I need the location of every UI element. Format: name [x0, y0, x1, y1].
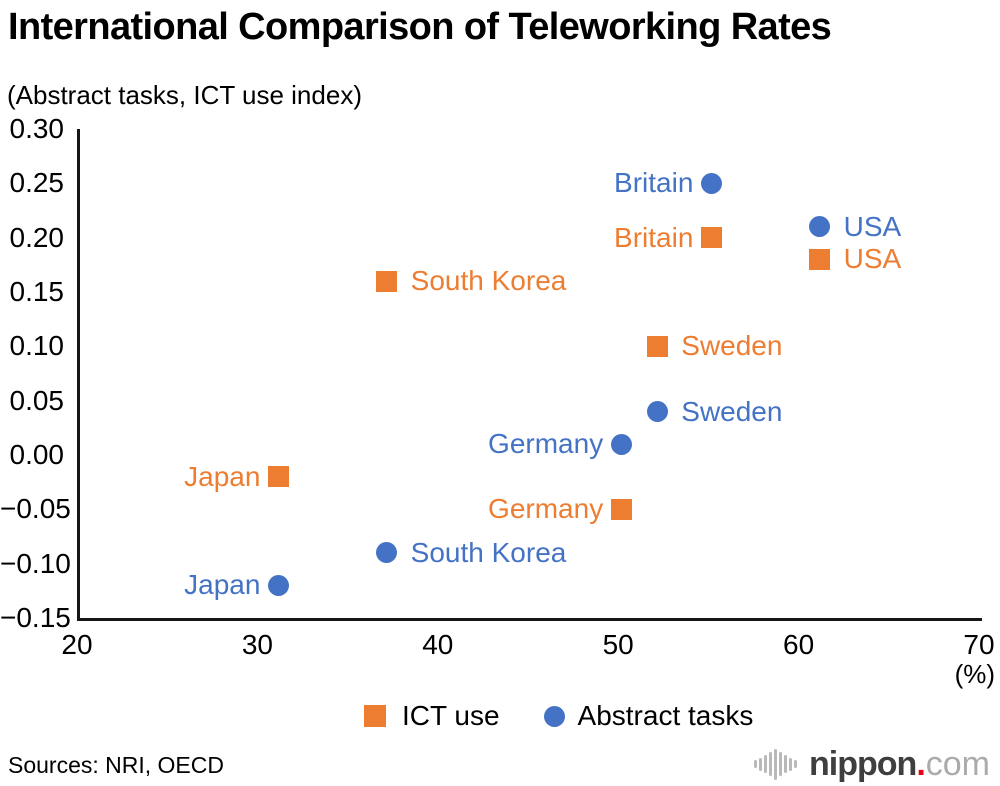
data-point-circle: [610, 433, 632, 455]
y-tick-label: 0.15: [9, 276, 65, 307]
y-tick-label: −0.05: [0, 493, 71, 525]
logo-wordmark: nippon: [809, 744, 917, 783]
page-title: International Comparison of Teleworking …: [8, 6, 832, 48]
data-point-label: Britain: [614, 167, 694, 199]
data-point-label: Germany: [488, 428, 604, 460]
data-point-label: USA: [843, 210, 902, 242]
data-point-square: [267, 466, 289, 488]
plot-area: Japan South Korea Germany Sweden Britain USA J…: [77, 129, 982, 621]
data-point-label: Japan: [184, 569, 261, 601]
legend-square-swatch: [364, 705, 386, 727]
y-tick-label: 0.20: [9, 221, 65, 253]
y-tick-label: −0.15: [0, 602, 71, 633]
data-point-circle: [809, 216, 831, 238]
legend-circle-swatch: [543, 705, 565, 727]
data-point-circle: [376, 542, 398, 564]
data-point-label: Sweden: [681, 330, 783, 362]
y-tick-label: 0.30: [9, 113, 65, 144]
data-point-square: [809, 248, 831, 270]
data-point-label: Britain: [614, 221, 694, 253]
nippon-com-logo: nippon . com: [754, 744, 990, 784]
y-tick-label: 0.10: [9, 330, 65, 362]
data-point-square: [610, 498, 632, 520]
data-point-label: South Korea: [410, 536, 567, 568]
data-point-label: South Korea: [410, 265, 567, 297]
data-point-square: [646, 335, 668, 357]
x-tick-label: 50: [602, 629, 634, 660]
data-point-label: Germany: [488, 493, 604, 525]
data-point-circle: [267, 574, 289, 596]
x-tick-label: 60: [783, 629, 815, 660]
logo-dot: .: [916, 744, 926, 783]
data-point-label: Sweden: [681, 395, 783, 427]
sources-note: Sources: NRI, OECD: [8, 752, 224, 778]
y-tick-label: 0.05: [9, 384, 65, 416]
data-point-square: [700, 227, 722, 249]
x-tick-label: 40: [422, 629, 454, 660]
x-tick-label: 70: [963, 629, 995, 660]
y-tick-label: 0.25: [9, 167, 65, 199]
legend-label: Abstract tasks: [577, 700, 754, 731]
logo-tld: com: [925, 744, 990, 783]
data-point-label: Japan: [184, 460, 261, 492]
chart-subtitle: (Abstract tasks, ICT use index): [7, 80, 362, 110]
x-axis-unit-label: (%): [954, 659, 995, 689]
legend: ICT use Abstract tasks: [364, 700, 753, 732]
legend-label: ICT use: [402, 700, 500, 731]
data-point-circle: [646, 401, 668, 423]
data-point-circle: [700, 172, 722, 194]
y-tick-label: 0.00: [9, 439, 65, 470]
x-tick-label: 30: [241, 629, 273, 660]
data-point-label: USA: [843, 243, 902, 275]
legend-item: Abstract tasks: [543, 700, 754, 732]
y-tick-label: −0.10: [0, 547, 71, 579]
legend-item: ICT use: [364, 700, 500, 732]
x-tick-label: 20: [61, 629, 93, 660]
data-point-square: [376, 270, 398, 292]
audio-bars-icon: [754, 746, 799, 782]
